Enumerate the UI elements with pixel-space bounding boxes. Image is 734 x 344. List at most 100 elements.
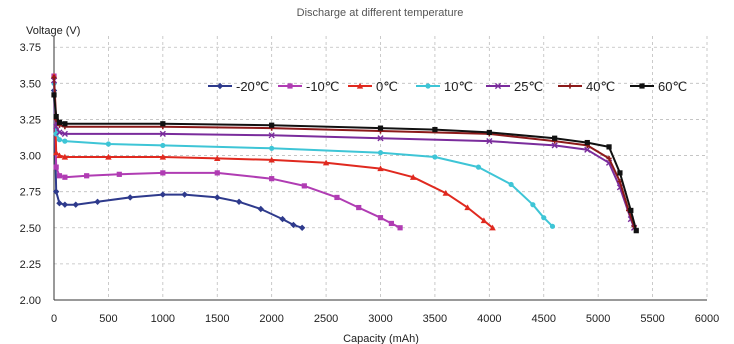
tick-labels: 2.00 2.25 2.50 2.75 3.00 3.25 3.50 3.75 0 500 1000…: [20, 42, 720, 325]
y-tick-label: 3.50: [20, 78, 41, 90]
data-point: [298, 224, 306, 231]
data-point: [52, 149, 60, 156]
data-point: [51, 92, 57, 98]
legend-item: -10℃: [278, 79, 339, 94]
legend-item: 10℃: [416, 79, 473, 94]
data-point: [508, 181, 514, 188]
data-point: [480, 217, 488, 224]
data-point: [530, 202, 536, 208]
series-3: [50, 72, 496, 231]
data-point: [105, 153, 112, 160]
data-point: [549, 223, 556, 229]
series-5: [50, 77, 638, 231]
data-point: [181, 191, 188, 198]
data-point: [432, 126, 438, 133]
data-point: [62, 174, 68, 180]
series-line: [53, 83, 554, 228]
legend-swatch-marker: [356, 82, 364, 89]
data-point: [214, 155, 221, 162]
legend-swatch-marker: [494, 82, 502, 90]
data-point: [116, 171, 122, 177]
data-point: [269, 176, 275, 182]
y-axis-title: Voltage (V): [26, 25, 80, 37]
series-line: [53, 94, 638, 231]
data-point: [356, 204, 362, 211]
legend-swatch-marker: [425, 83, 431, 89]
legend-label: 60℃: [658, 79, 687, 94]
y-tick-label: 2.00: [20, 295, 41, 307]
data-point: [377, 150, 384, 156]
data-point: [257, 205, 264, 213]
data-point: [84, 173, 90, 179]
data-point: [377, 125, 384, 131]
data-point: [56, 152, 63, 159]
legend-item: 0℃: [348, 79, 398, 94]
data-point: [322, 159, 330, 166]
data-point: [584, 139, 590, 146]
x-tick-label: 2500: [314, 313, 338, 325]
series-1: [50, 87, 306, 231]
data-point: [486, 138, 493, 145]
data-point: [56, 200, 63, 207]
legend-label: 40℃: [586, 79, 615, 94]
legend-swatch-marker: [567, 83, 573, 89]
data-point: [159, 191, 167, 198]
series-line: [53, 76, 494, 229]
data-point: [486, 129, 492, 136]
y-tick-label: 3.75: [20, 42, 41, 54]
data-point: [628, 207, 634, 214]
legend-item: 40℃: [558, 79, 615, 94]
data-point: [464, 204, 471, 211]
legend-item: -20℃: [208, 79, 269, 94]
data-point: [56, 137, 63, 143]
data-point: [377, 215, 384, 221]
x-axis-title: Capacity (mAh): [343, 333, 419, 344]
legend-swatch-marker: [639, 83, 645, 89]
x-tick-label: 3000: [368, 313, 392, 325]
data-point: [62, 121, 68, 127]
legend-swatch-marker: [216, 82, 224, 90]
data-point: [432, 154, 438, 160]
data-point: [552, 135, 558, 141]
data-point: [377, 165, 384, 172]
data-point: [377, 135, 384, 142]
y-tick-label: 3.00: [20, 151, 41, 163]
y-tick-label: 2.50: [20, 223, 41, 235]
data-point: [442, 189, 449, 196]
data-point: [56, 129, 63, 136]
x-tick-label: 4000: [477, 313, 501, 325]
data-point: [397, 225, 403, 231]
legend-label: 10℃: [444, 79, 473, 94]
x-tick-label: 6000: [695, 313, 719, 325]
data-point: [72, 201, 79, 208]
data-point: [160, 142, 166, 149]
data-point: [214, 170, 220, 176]
data-point: [584, 146, 591, 153]
data-point: [269, 145, 275, 151]
data-point: [53, 113, 59, 120]
x-tick-label: 5000: [586, 313, 610, 325]
data-point: [56, 119, 63, 125]
data-point: [268, 156, 275, 163]
data-point: [159, 153, 167, 160]
data-point: [94, 198, 101, 205]
data-point: [606, 144, 612, 150]
data-point: [617, 170, 623, 176]
data-point: [160, 121, 166, 127]
legend: -20℃ -10℃ 0℃ 10℃ 25℃ 40℃ 60℃: [208, 79, 687, 94]
legend-item: 60℃: [630, 79, 687, 94]
data-point: [633, 228, 639, 234]
data-point: [541, 215, 547, 221]
data-point: [279, 215, 286, 223]
data-point: [159, 130, 166, 137]
y-tick-label: 2.75: [20, 187, 41, 199]
x-tick-label: 4500: [532, 313, 556, 325]
x-tick-label: 1000: [151, 313, 175, 325]
series-4: [51, 80, 556, 229]
chart-title: Discharge at different temperature: [297, 7, 464, 19]
data-point: [269, 122, 275, 128]
data-point: [61, 201, 69, 208]
x-tick-label: 1500: [205, 313, 229, 325]
legend-swatch-marker: [287, 83, 293, 89]
